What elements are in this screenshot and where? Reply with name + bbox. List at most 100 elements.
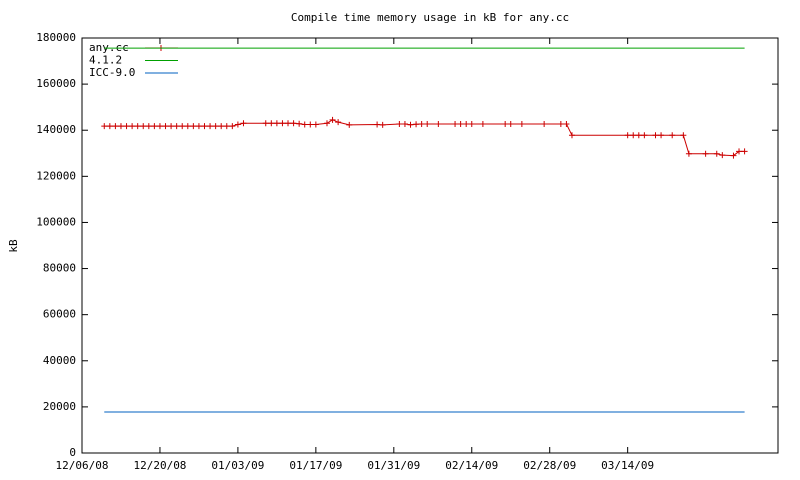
data-point xyxy=(736,148,743,155)
y-tick-label: 80000 xyxy=(43,262,76,275)
plot-border xyxy=(81,37,779,454)
y-axis-label: kB xyxy=(7,239,20,253)
y-tick-label: 20000 xyxy=(43,400,76,413)
data-point xyxy=(502,120,509,127)
data-point xyxy=(212,123,219,130)
data-point xyxy=(452,120,459,127)
data-point xyxy=(641,132,648,139)
data-point xyxy=(658,132,665,139)
data-point xyxy=(713,150,720,157)
data-point xyxy=(307,121,314,128)
data-point xyxy=(346,121,353,128)
series-line xyxy=(104,119,745,157)
data-point xyxy=(151,123,158,130)
x-tick-label: 02/14/09 xyxy=(445,459,498,472)
x-tick-label: 12/20/08 xyxy=(133,459,186,472)
data-point xyxy=(123,123,130,130)
data-point xyxy=(234,121,241,128)
y-tick-label: 140000 xyxy=(36,123,76,136)
data-point xyxy=(518,120,525,127)
data-point xyxy=(418,120,425,127)
x-tick-label: 01/31/09 xyxy=(367,459,420,472)
data-point xyxy=(541,120,548,127)
data-point xyxy=(101,123,108,130)
data-point xyxy=(329,116,336,123)
legend-label: 4.1.2 xyxy=(89,54,122,67)
data-point xyxy=(201,123,208,130)
data-point xyxy=(624,132,631,139)
data-point xyxy=(741,148,748,155)
data-point xyxy=(457,120,464,127)
data-point xyxy=(413,121,420,128)
legend-label: ICC-9.0 xyxy=(89,66,135,79)
data-point xyxy=(168,123,175,130)
x-tick-label: 12/06/08 xyxy=(56,459,109,472)
legend-label: any.cc xyxy=(89,41,129,54)
data-point xyxy=(669,132,676,139)
data-point xyxy=(374,121,381,128)
data-point xyxy=(680,132,687,139)
data-point xyxy=(229,123,236,130)
data-point xyxy=(162,123,169,130)
data-point xyxy=(179,123,186,130)
data-point xyxy=(262,120,269,127)
data-point xyxy=(568,132,575,139)
data-point xyxy=(145,123,152,130)
data-point xyxy=(140,123,147,130)
data-point xyxy=(730,152,737,159)
data-point xyxy=(173,123,180,130)
data-point xyxy=(468,120,475,127)
x-tick-label: 01/17/09 xyxy=(289,459,342,472)
data-point xyxy=(184,123,191,130)
data-point xyxy=(273,120,280,127)
y-tick-label: 180000 xyxy=(36,31,76,44)
data-point xyxy=(424,120,431,127)
x-tick-label: 01/03/09 xyxy=(211,459,264,472)
data-point xyxy=(296,120,303,127)
data-point xyxy=(463,120,470,127)
data-point xyxy=(507,120,514,127)
data-point xyxy=(129,123,136,130)
data-point xyxy=(240,120,247,127)
data-point xyxy=(268,120,275,127)
data-point xyxy=(156,123,163,130)
data-point xyxy=(285,120,292,127)
data-point xyxy=(379,121,386,128)
data-point xyxy=(635,132,642,139)
data-point xyxy=(563,120,570,127)
data-point xyxy=(207,123,214,130)
y-tick-label: 120000 xyxy=(36,169,76,182)
data-point xyxy=(117,123,124,130)
data-point xyxy=(218,123,225,130)
data-point xyxy=(479,120,486,127)
data-point xyxy=(407,121,414,128)
data-point xyxy=(223,123,230,130)
data-point xyxy=(702,150,709,157)
data-point xyxy=(112,123,119,130)
data-point xyxy=(685,150,692,157)
data-point xyxy=(312,121,319,128)
chart-title: Compile time memory usage in kB for any.… xyxy=(291,11,569,24)
y-tick-label: 160000 xyxy=(36,77,76,90)
data-point xyxy=(190,123,197,130)
data-point xyxy=(435,120,442,127)
x-tick-label: 03/14/09 xyxy=(601,459,654,472)
data-point xyxy=(301,121,308,128)
data-point xyxy=(630,132,637,139)
data-point xyxy=(557,120,564,127)
data-point xyxy=(323,120,330,127)
data-point xyxy=(652,132,659,139)
data-point xyxy=(195,123,202,130)
data-point xyxy=(279,120,286,127)
data-point xyxy=(335,119,342,126)
y-tick-label: 40000 xyxy=(43,354,76,367)
x-tick-label: 02/28/09 xyxy=(523,459,576,472)
y-tick-label: 60000 xyxy=(43,308,76,321)
data-point xyxy=(106,123,113,130)
y-tick-label: 0 xyxy=(69,446,76,459)
data-point xyxy=(396,120,403,127)
data-point xyxy=(719,152,726,159)
data-point xyxy=(134,123,141,130)
